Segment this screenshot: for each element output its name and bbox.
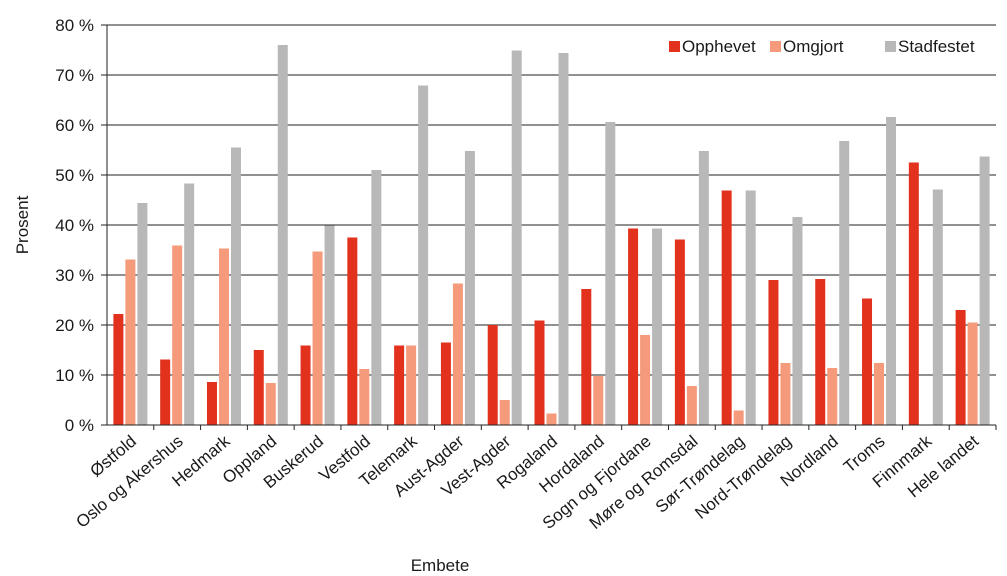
bar-stadfestet xyxy=(277,45,288,425)
bar-omgjort xyxy=(827,368,838,425)
bar-stadfestet xyxy=(932,189,943,425)
y-tick-label: 10 % xyxy=(55,366,94,385)
bar-opphevet xyxy=(815,279,826,425)
legend: Opphevet Omgjort Stadfestet xyxy=(669,37,975,56)
bar-omgjort xyxy=(640,335,651,425)
bar-opphevet xyxy=(253,350,264,425)
y-tick-labels: 0 % 10 % 20 % 30 % 40 % 50 % 60 % 70 % 80 % xyxy=(55,16,94,435)
bar-stadfestet xyxy=(511,50,522,425)
axes xyxy=(106,25,997,430)
bar-omgjort xyxy=(359,369,370,425)
y-tick-label: 0 % xyxy=(65,416,94,435)
legend-swatch xyxy=(770,41,781,52)
bar-stadfestet xyxy=(137,203,148,425)
bar-omgjort xyxy=(733,410,744,425)
bar-stadfestet xyxy=(979,156,990,425)
bar-omgjort xyxy=(406,345,417,425)
bar-stadfestet xyxy=(605,122,616,425)
bar-omgjort xyxy=(312,251,323,425)
bar-omgjort xyxy=(125,259,136,425)
bar-omgjort xyxy=(593,376,604,425)
bar-stadfestet xyxy=(745,190,756,425)
legend-swatch xyxy=(885,41,896,52)
bar-opphevet xyxy=(487,325,498,425)
y-tick-label: 80 % xyxy=(55,16,94,35)
bar-omgjort xyxy=(686,386,697,425)
y-axis-title: Prosent xyxy=(13,195,32,254)
bar-opphevet xyxy=(394,345,405,425)
bar-stadfestet xyxy=(371,170,382,425)
bar-stadfestet xyxy=(230,147,241,425)
legend-swatch xyxy=(669,41,680,52)
bar-opphevet xyxy=(674,239,685,425)
bar-omgjort xyxy=(172,245,183,425)
bar-stadfestet xyxy=(324,225,335,425)
bar-opphevet xyxy=(300,345,311,425)
bar-opphevet xyxy=(160,359,171,425)
bar-stadfestet xyxy=(886,117,897,425)
bar-stadfestet xyxy=(652,228,663,425)
bar-opphevet xyxy=(862,298,873,425)
y-tick-label: 60 % xyxy=(55,116,94,135)
bar-stadfestet xyxy=(698,151,709,425)
bar-opphevet xyxy=(113,314,124,425)
y-tick-label: 50 % xyxy=(55,166,94,185)
x-axis-title: Embete xyxy=(411,556,470,575)
bars xyxy=(113,45,990,425)
bar-stadfestet xyxy=(558,53,569,425)
y-tick-label: 40 % xyxy=(55,216,94,235)
bar-stadfestet xyxy=(184,183,195,425)
bar-omgjort xyxy=(452,283,463,425)
bar-omgjort xyxy=(265,383,276,425)
bar-opphevet xyxy=(534,320,545,425)
legend-label: Opphevet xyxy=(682,37,756,56)
bar-omgjort xyxy=(967,322,978,425)
bar-omgjort xyxy=(546,413,557,425)
bar-omgjort xyxy=(499,400,510,425)
bar-omgjort xyxy=(780,363,791,425)
legend-label: Omgjort xyxy=(783,37,844,56)
bar-opphevet xyxy=(955,310,966,425)
bar-omgjort xyxy=(218,248,229,425)
bar-stadfestet xyxy=(839,141,850,425)
bar-opphevet xyxy=(768,280,779,425)
bar-opphevet xyxy=(206,382,217,425)
bar-opphevet xyxy=(581,289,592,425)
bar-opphevet xyxy=(347,237,358,425)
y-tick-label: 70 % xyxy=(55,66,94,85)
bar-stadfestet xyxy=(464,151,475,425)
y-tick-label: 30 % xyxy=(55,266,94,285)
bar-stadfestet xyxy=(792,217,803,425)
bar-opphevet xyxy=(440,342,451,425)
bar-opphevet xyxy=(908,162,919,425)
bar-opphevet xyxy=(628,228,639,425)
bar-stadfestet xyxy=(418,85,429,425)
bar-opphevet xyxy=(721,190,732,425)
legend-label: Stadfestet xyxy=(898,37,975,56)
bar-omgjort xyxy=(874,363,885,425)
y-tick-label: 20 % xyxy=(55,316,94,335)
